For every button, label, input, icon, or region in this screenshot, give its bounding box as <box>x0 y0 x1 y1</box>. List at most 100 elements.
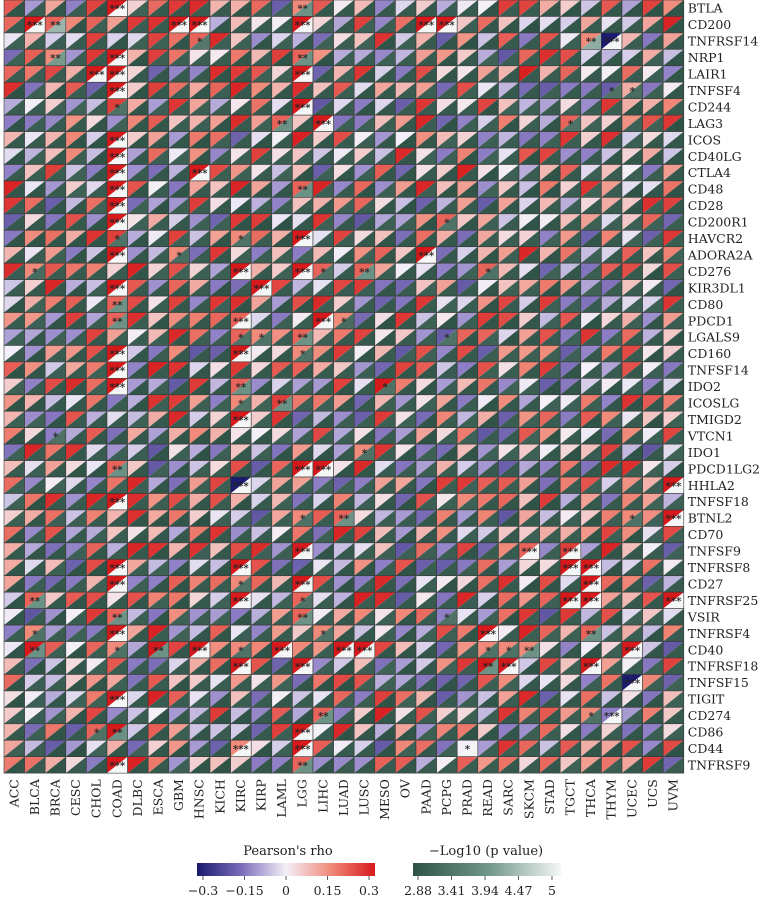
heatmap-cell <box>498 213 520 231</box>
pvalue-triangle <box>65 526 87 543</box>
rho-triangle <box>24 164 46 181</box>
rho-triangle <box>45 608 66 626</box>
heatmap-cell <box>3 509 25 527</box>
pvalue-triangle <box>127 411 149 428</box>
rho-triangle <box>292 230 313 247</box>
rho-triangle <box>663 164 684 181</box>
pvalue-triangle <box>622 148 643 165</box>
heatmap-cell: * <box>106 230 128 248</box>
pvalue-triangle <box>519 0 540 17</box>
pvalue-triangle <box>210 115 231 132</box>
rho-triangle <box>374 230 396 247</box>
rho-triangle <box>251 329 272 346</box>
heatmap-cell <box>147 345 170 363</box>
pvalue-triangle <box>45 345 66 362</box>
heatmap-cell <box>539 81 561 100</box>
heatmap-cell <box>312 81 334 100</box>
heatmap-cell <box>601 98 623 116</box>
rho-triangle <box>107 16 128 33</box>
rho-triangle <box>374 180 396 198</box>
pvalue-triangle <box>148 32 169 50</box>
significance-stars: *** <box>583 564 599 575</box>
rho-triangle <box>107 427 128 445</box>
heatmap-cell <box>518 460 540 478</box>
pvalue-triangle <box>395 411 416 428</box>
pvalue-triangle <box>210 98 231 116</box>
heatmap-cell <box>642 65 664 83</box>
heatmap-cell <box>24 509 46 527</box>
pvalue-triangle <box>271 444 293 461</box>
pvalue-triangle <box>45 213 66 231</box>
pvalue-triangle <box>539 279 561 297</box>
rho-triangle <box>477 312 499 329</box>
rho-triangle <box>333 411 355 428</box>
pvalue-triangle <box>230 32 252 50</box>
heatmap-cell <box>415 493 437 511</box>
heatmap-cell <box>3 345 25 363</box>
pvalue-triangle <box>24 312 46 329</box>
heatmap-cell <box>292 476 314 494</box>
rho-triangle <box>127 378 149 395</box>
heatmap-cell <box>353 32 376 50</box>
rho-triangle <box>65 477 87 494</box>
rho-triangle <box>168 279 190 297</box>
rho-triangle <box>622 592 643 609</box>
rho-triangle <box>168 592 190 609</box>
rho-triangle <box>622 427 643 445</box>
heatmap-cell <box>395 378 417 396</box>
rho-triangle <box>251 65 272 83</box>
heatmap-cell <box>518 180 540 198</box>
rho-triangle <box>601 115 622 132</box>
rho-triangle <box>86 427 107 445</box>
rho-triangle <box>86 148 107 165</box>
pvalue-triangle <box>271 542 293 560</box>
heatmap-cell: *** <box>86 65 108 83</box>
rho-triangle <box>168 361 190 379</box>
pvalue-triangle <box>210 509 231 527</box>
heatmap-cell <box>642 230 664 248</box>
pvalue-triangle <box>45 608 66 626</box>
rho-triangle <box>127 148 149 165</box>
pvalue-triangle <box>354 460 375 478</box>
heatmap-cell <box>271 98 293 116</box>
rho-triangle <box>498 197 519 214</box>
rho-triangle <box>601 263 622 280</box>
rho-triangle <box>354 575 375 593</box>
pvalue-triangle <box>251 148 272 165</box>
rho-triangle <box>313 427 334 445</box>
pvalue-triangle <box>477 16 499 33</box>
rho-triangle <box>436 312 458 329</box>
rho-triangle <box>580 542 602 560</box>
pvalue-triangle <box>292 345 313 362</box>
rho-triangle <box>416 575 437 593</box>
pvalue-triangle <box>148 345 169 362</box>
heatmap-cell <box>24 493 46 511</box>
heatmap-cell <box>3 16 25 34</box>
significance-stars: * <box>321 267 327 278</box>
heatmap-cell <box>86 246 108 264</box>
pvalue-triangle <box>498 0 519 17</box>
pvalue-triangle <box>271 559 293 576</box>
pvalue-triangle <box>663 444 684 461</box>
pvalue-triangle <box>271 345 293 362</box>
pvalue-triangle <box>189 213 210 231</box>
heatmap-cell <box>312 147 334 165</box>
rho-triangle <box>313 279 334 297</box>
significance-stars: *** <box>295 580 311 591</box>
rho-triangle <box>580 148 602 165</box>
rho-triangle <box>395 131 416 149</box>
heatmap-cell <box>271 131 293 149</box>
heatmap-cell <box>518 246 540 264</box>
rho-triangle <box>642 180 664 198</box>
rho-triangle <box>498 115 519 132</box>
heatmap-cell <box>127 213 149 231</box>
rho-triangle <box>498 559 519 576</box>
heatmap-cell: *** <box>106 361 128 379</box>
heatmap-cell <box>24 460 46 478</box>
heatmap-cell <box>539 180 561 198</box>
heatmap-cell <box>559 312 582 330</box>
pvalue-triangle <box>210 444 231 461</box>
heatmap-cell: ** <box>106 312 128 330</box>
pvalue-triangle <box>168 559 190 576</box>
heatmap-cell <box>168 197 190 215</box>
